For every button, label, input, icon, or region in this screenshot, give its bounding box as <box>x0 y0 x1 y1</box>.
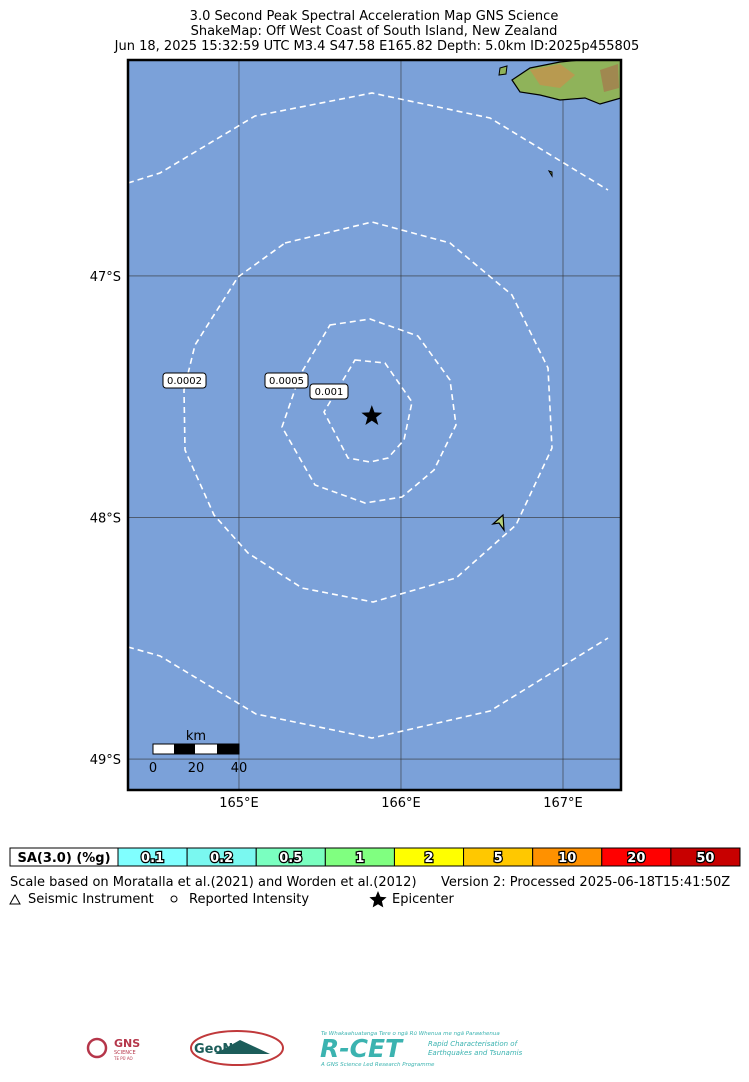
logo-text: GeoNet <box>194 1042 248 1057</box>
label-box <box>309 383 349 400</box>
legend-label: 10 <box>558 851 576 866</box>
legend-label: 1 <box>355 851 364 866</box>
legend-label: 50 <box>696 851 714 866</box>
legend-label: 0.2 <box>210 851 233 866</box>
island <box>498 65 508 76</box>
land <box>491 60 621 533</box>
scale-tick: 40 <box>231 761 248 776</box>
y-tick-label: 48°S <box>90 512 121 527</box>
epicenter <box>361 405 383 425</box>
scale-seg <box>174 744 195 754</box>
y-tick-label: 49°S <box>90 753 121 768</box>
logo-text: R-CET <box>320 1034 404 1063</box>
terrain <box>600 64 619 92</box>
logo-text: Earthquakes and Tsunamis <box>428 1049 523 1057</box>
legend-swatch <box>670 847 741 867</box>
scale-seg <box>217 744 239 754</box>
note: Version 2: Processed 2025-06-18T15:41:50… <box>441 875 730 890</box>
contour <box>128 637 609 739</box>
legend-label: 20 <box>627 851 645 866</box>
x-tick-label: 167°E <box>543 796 583 811</box>
logo-text: GNS <box>114 1037 140 1050</box>
scale-bar: km 0 20 40 <box>149 729 247 776</box>
logo-text: Rapid Characterisation of <box>428 1040 519 1048</box>
note: Scale based on Moratalla et al.(2021) an… <box>10 875 417 890</box>
contour-labels: 0.0002 0.0005 0.001 <box>162 372 349 400</box>
symbol-label: Seismic Instrument <box>28 892 154 907</box>
logo-text: Te Whakaahuatanga Tere o ngā Rū Whenua m… <box>321 1031 500 1037</box>
logo-text: A GNS Science Led Research Programme <box>320 1062 435 1068</box>
scale-unit: km <box>186 729 206 744</box>
contour <box>128 92 609 191</box>
triangle-icon <box>9 893 21 905</box>
label-box <box>162 372 207 389</box>
logo-text: SCIENCE <box>114 1050 136 1056</box>
contour <box>323 359 413 463</box>
symbol-label: Epicenter <box>392 892 455 907</box>
contour <box>281 318 457 504</box>
gns-icon <box>86 1037 108 1059</box>
logo-text: TE PŪ AO <box>113 1056 133 1061</box>
contours <box>128 92 609 739</box>
ocean <box>128 60 621 790</box>
title: 3.0 Second Peak Spectral Acceleration Ma… <box>190 9 559 24</box>
terrain <box>530 64 575 88</box>
x-tick-label: 166°E <box>381 796 421 811</box>
legend-label: 0.1 <box>141 851 164 866</box>
title: Jun 18, 2025 15:32:59 UTC M3.4 S47.58 E1… <box>114 39 640 54</box>
island <box>491 513 505 533</box>
geonet-mountain <box>215 1040 270 1054</box>
legend-label: 0.5 <box>279 851 302 866</box>
scale-tick: 20 <box>188 761 205 776</box>
label-box <box>264 372 309 389</box>
legend-header: SA(3.0) (%g) <box>17 851 110 866</box>
geonet-ring <box>190 1030 284 1066</box>
map-frame <box>126 58 623 792</box>
legend-label: 2 <box>424 851 433 866</box>
contour-label: 0.0005 <box>269 376 304 387</box>
contour-label: 0.001 <box>315 387 344 398</box>
island <box>547 170 553 178</box>
contour-label: 0.0002 <box>167 376 202 387</box>
y-tick-label: 47°S <box>90 270 121 285</box>
symbol-label: Reported Intensity <box>189 892 309 907</box>
x-tick-label: 165°E <box>219 796 259 811</box>
logos: GNS SCIENCE TE PŪ AO GeoNet Te Whakaahua… <box>86 1030 523 1068</box>
star-icon <box>369 891 387 908</box>
scale-tick: 0 <box>149 761 157 776</box>
contour <box>183 221 553 603</box>
circle-icon <box>170 895 178 903</box>
title: ShakeMap: Off West Coast of South Island… <box>191 24 558 39</box>
legend-label: 5 <box>494 851 503 866</box>
